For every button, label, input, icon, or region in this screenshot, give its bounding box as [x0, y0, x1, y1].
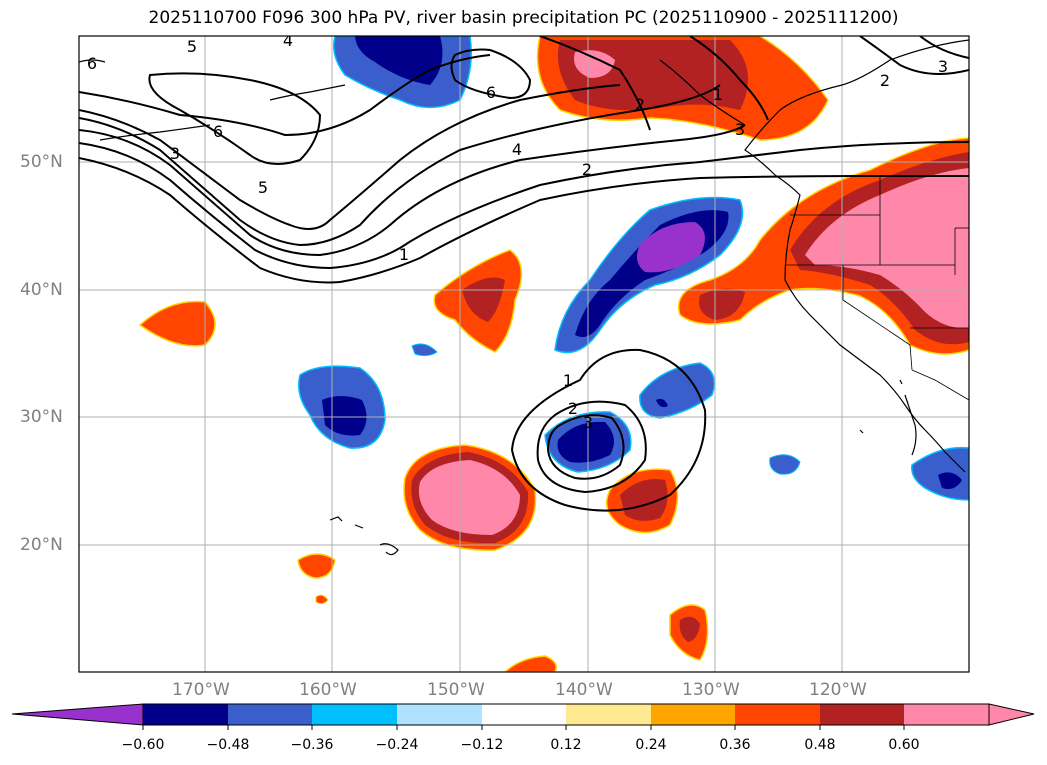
colorbar-swatch — [820, 704, 904, 725]
colorbar-tick-label: −0.48 — [206, 737, 250, 753]
pv-contours — [79, 36, 969, 512]
pv-label: 4 — [283, 31, 293, 50]
pv-label: 1 — [563, 371, 573, 390]
lon-label: 170°W — [172, 680, 230, 700]
lon-label: 160°W — [299, 680, 357, 700]
colorbar — [11, 703, 1035, 730]
colorbar-tick-label: −0.24 — [375, 737, 419, 753]
colorbar-swatch — [143, 704, 228, 725]
colorbar-tick-label: 0.24 — [635, 737, 667, 753]
lon-label: 140°W — [555, 680, 613, 700]
pv-label: 3 — [735, 120, 745, 139]
lat-label: 40°N — [20, 280, 63, 300]
lon-label: 130°W — [682, 680, 740, 700]
positive-precip-shading — [138, 36, 969, 672]
colorbar-extend-max — [988, 703, 1035, 726]
pv-label: 3 — [938, 57, 948, 76]
graticule — [79, 36, 969, 672]
lat-label: 30°N — [20, 407, 63, 427]
pv-label: 6 — [486, 83, 496, 102]
colorbar-swatch — [482, 704, 566, 725]
pv-label: 5 — [258, 178, 268, 197]
colorbar-tick-label: 0.12 — [550, 737, 582, 753]
lon-label: 150°W — [427, 680, 485, 700]
colorbar-tick-label: 0.48 — [804, 737, 836, 753]
colorbar-swatch — [651, 704, 735, 725]
pv-label: 6 — [213, 122, 223, 141]
colorbar-tick-label: 0.36 — [719, 737, 751, 753]
map-title: 2025110700 F096 300 hPa PV, river basin … — [148, 8, 899, 28]
pv-label: 3 — [583, 413, 593, 432]
pv-label: 2 — [635, 95, 645, 114]
pv-label: 1 — [399, 245, 409, 264]
lon-label: 120°W — [809, 680, 867, 700]
colorbar-swatch — [735, 704, 820, 725]
pv-label: 5 — [187, 37, 197, 56]
pv-label: 3 — [170, 144, 180, 163]
map-panel: 6 5 4 3 2 1 6 6 5 4 3 2 1 2 3 1 2 3 — [79, 31, 969, 672]
colorbar-swatch — [566, 704, 651, 725]
colorbar-swatch — [904, 704, 989, 725]
map-frame — [78, 35, 970, 673]
negative-precip-shading — [298, 36, 969, 501]
colorbar-extend-min — [11, 703, 144, 726]
lat-label: 20°N — [20, 535, 63, 555]
pv-label: 4 — [512, 140, 522, 159]
colorbar-tick-label: 0.60 — [888, 737, 920, 753]
lat-label: 50°N — [20, 152, 63, 172]
colorbar-swatch — [397, 704, 482, 725]
colorbar-tick-label: −0.12 — [460, 737, 504, 753]
pv-label: 6 — [87, 54, 97, 73]
colorbar-swatch — [312, 704, 397, 725]
pv-label: 1 — [713, 85, 723, 104]
pv-label: 2 — [568, 399, 578, 418]
pv-label: 2 — [880, 71, 890, 90]
colorbar-tick-label: −0.36 — [290, 737, 334, 753]
colorbar-swatch — [228, 704, 312, 725]
pv-contour-labels: 6 5 4 3 2 1 6 6 5 4 3 2 1 2 3 1 2 3 — [87, 31, 948, 432]
colorbar-tick-label: −0.60 — [121, 737, 165, 753]
pv-label: 2 — [582, 160, 592, 179]
